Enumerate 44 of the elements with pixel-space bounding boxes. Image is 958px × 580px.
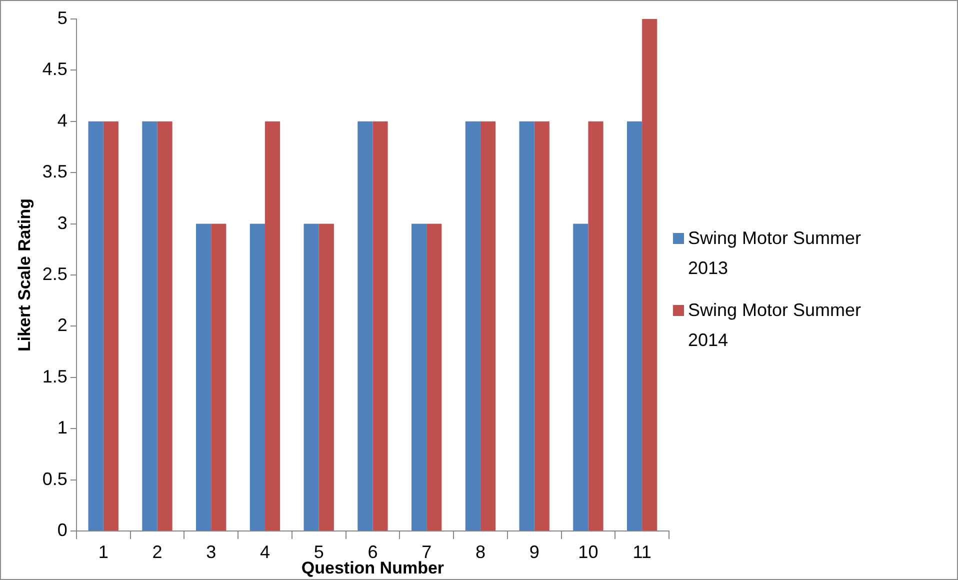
bar: [588, 121, 604, 530]
bar: [304, 224, 319, 530]
bar: [211, 224, 226, 530]
bar: [412, 224, 427, 530]
x-tick-label: 9: [529, 542, 540, 562]
bar: [573, 224, 588, 530]
bar: [157, 121, 172, 530]
x-tick-label: 1: [98, 542, 108, 562]
bar: [626, 121, 642, 530]
bar: [103, 121, 118, 530]
bar: [480, 121, 496, 530]
bar: [142, 121, 158, 530]
y-tick-label: 3: [57, 212, 68, 233]
x-tick-label: 8: [475, 542, 486, 562]
legend-label: Swing Motor Summer 2014: [688, 299, 862, 352]
y-tick-label: 2: [57, 315, 68, 336]
bar: [534, 121, 550, 530]
y-tick-label: 2.5: [42, 264, 68, 284]
bar: [372, 121, 388, 530]
y-tick-label: 1.5: [42, 366, 68, 386]
bar: [88, 121, 104, 530]
bar: [196, 224, 212, 530]
bar: [318, 224, 334, 530]
y-tick-label: 4: [57, 110, 68, 130]
bar: [642, 19, 658, 530]
y-tick-label: 4.5: [42, 59, 68, 80]
bar: [264, 121, 280, 530]
bar: [426, 224, 442, 530]
legend-label: Swing Motor Summer 2013: [688, 227, 862, 280]
y-tick-label: 0: [57, 520, 68, 540]
x-tick-label: 2: [152, 542, 162, 562]
x-tick-label: 4: [260, 542, 270, 562]
y-axis-title: Likert Scale Rating: [14, 198, 34, 352]
x-tick-label: 10: [578, 542, 598, 562]
x-tick-label: 11: [632, 542, 652, 562]
bar: [358, 121, 373, 530]
y-tick-label: 5: [57, 8, 68, 28]
bar: [519, 121, 534, 530]
x-tick-label: 3: [206, 542, 216, 562]
y-tick-label: 3.5: [42, 162, 68, 182]
bar: [250, 224, 265, 530]
y-tick-label: 0.5: [42, 468, 68, 489]
y-tick-label: 1: [57, 418, 68, 438]
bar: [465, 121, 480, 530]
